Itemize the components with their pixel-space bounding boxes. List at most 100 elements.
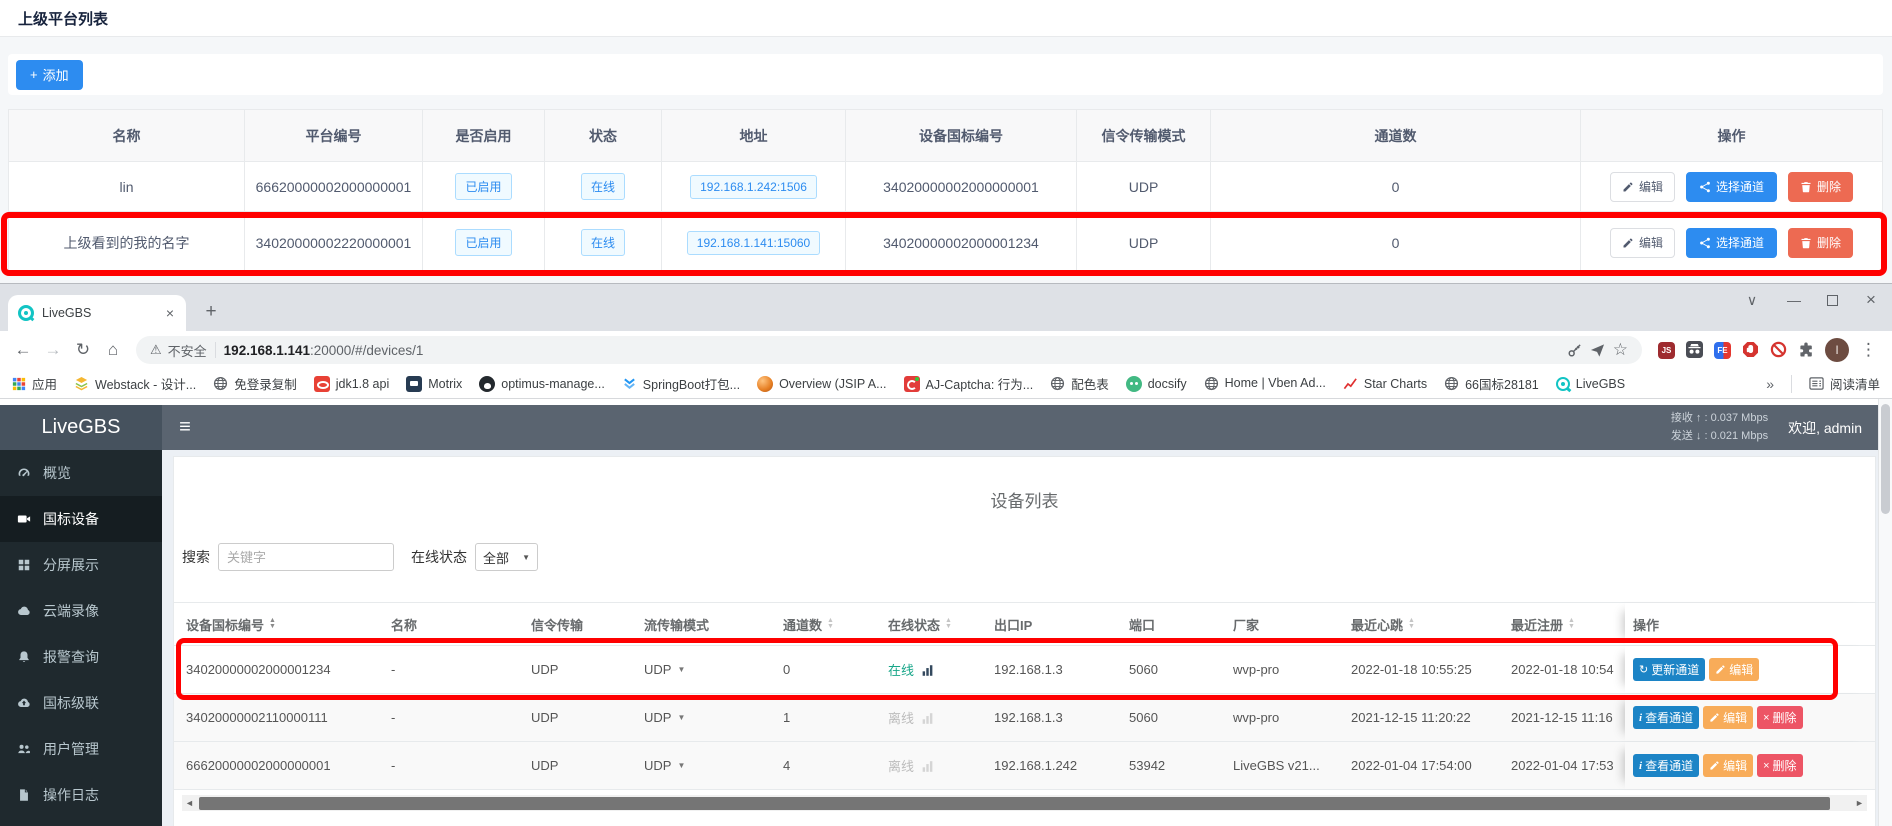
gauge-icon: [17, 466, 31, 480]
bookmark-webstack[interactable]: Webstack - 设计...: [74, 374, 196, 393]
bandwidth-chart-icon[interactable]: [921, 710, 934, 725]
extension-js-icon[interactable]: JS: [1658, 341, 1675, 359]
row-operations: 编辑 选择通道 删除: [1609, 227, 1854, 258]
edit-button[interactable]: 编辑: [1709, 658, 1760, 681]
address-bar[interactable]: ⚠ 不安全 192.168.1.141:20000/#/devices/1 ☆: [136, 336, 1642, 364]
delete-button[interactable]: 删除: [1788, 171, 1854, 202]
column-header-online-status[interactable]: 在线状态 ▲ ▼: [888, 617, 952, 633]
bookmark-color-table[interactable]: 配色表: [1050, 374, 1109, 393]
extension-adblock-hand-icon[interactable]: [1742, 341, 1759, 359]
password-key-icon[interactable]: [1567, 343, 1582, 358]
bookmark-motrix[interactable]: Motrix: [406, 375, 462, 392]
select-channel-button[interactable]: 选择通道: [1685, 227, 1777, 258]
update-channels-button[interactable]: ↻ 更新通道: [1633, 658, 1706, 681]
scrollbar-thumb[interactable]: [199, 796, 1830, 810]
reading-list-button[interactable]: 阅读清单: [1809, 374, 1880, 393]
profile-avatar[interactable]: I: [1825, 338, 1849, 362]
reload-button[interactable]: ↻: [75, 340, 91, 359]
device-list-card: 设备列表 搜索 在线状态 全部 ▼ 设备国标编号: [173, 456, 1876, 826]
bookmark-docsify[interactable]: docsify: [1125, 375, 1187, 392]
scrollbar-thumb[interactable]: [1881, 404, 1890, 514]
bookmark-overview-jsip[interactable]: Overview (JSIP A...: [757, 375, 887, 392]
cell-channels: 4: [783, 758, 791, 773]
online-status-select[interactable]: 全部 ▼: [475, 543, 538, 571]
device-table-header: 设备国标编号 ▲ ▼ 名称 信令传输 流传输模式 通道数 ▲ ▼ 在线状态 ▲ ▼ 出口IP…: [174, 602, 1875, 646]
browser-vertical-scrollbar[interactable]: [1878, 399, 1892, 826]
forward-button[interactable]: →: [44, 340, 62, 359]
pencil-icon: [1715, 664, 1726, 675]
sidebar-item-operation-log[interactable]: 操作日志: [0, 772, 162, 818]
cell-gb-id: 34020000002110000111: [186, 710, 328, 725]
sidebar-item-cloud-record[interactable]: 云端录像: [0, 588, 162, 634]
bookmark-jdk-api[interactable]: jdk1.8 api: [313, 375, 389, 392]
edit-button[interactable]: 编辑: [1609, 171, 1675, 202]
tab-close-button[interactable]: ×: [165, 305, 175, 321]
sidebar-item-alarm-query[interactable]: 报警查询: [0, 634, 162, 680]
delete-button[interactable]: × 删除: [1757, 754, 1803, 777]
up-arrow-icon: ↑: [1695, 412, 1702, 425]
refresh-icon: ↻: [1639, 664, 1649, 676]
cell-vendor: wvp-pro: [1233, 662, 1280, 677]
sidebar-toggle-icon[interactable]: ≡: [179, 416, 191, 438]
cell-stream-mode[interactable]: UDP ▼: [644, 710, 686, 725]
welcome-user[interactable]: 欢迎, admin: [1788, 419, 1862, 436]
sidebar-item-gb-cascade[interactable]: 国标级联: [0, 680, 162, 726]
column-header-device-gb-id[interactable]: 设备国标编号 ▲ ▼: [186, 617, 276, 633]
search-input[interactable]: [218, 543, 394, 571]
column-header-channels[interactable]: 通道数 ▲ ▼: [783, 617, 834, 633]
sidebar-item-split-screen[interactable]: 分屏展示: [0, 542, 162, 588]
browser-tab-livegbs[interactable]: LiveGBS ×: [8, 295, 186, 331]
add-button[interactable]: + 添加: [16, 59, 83, 90]
extension-blocker-icon[interactable]: [1770, 341, 1787, 359]
bandwidth-chart-icon[interactable]: [921, 758, 934, 773]
app-sidebar: 概览 国标设备 分屏展示 云端录像 报警查询 国标级联 用户管理 操作日志 基础…: [0, 450, 162, 826]
bookmark-livegbs[interactable]: LiveGBS: [1555, 376, 1625, 391]
bookmark-star-icon[interactable]: ☆: [1612, 340, 1628, 359]
view-channels-button[interactable]: i 查看通道: [1633, 706, 1700, 729]
bookmark-copy[interactable]: 免登录复制: [213, 374, 297, 393]
maximize-button[interactable]: [1827, 294, 1838, 306]
bandwidth-chart-icon[interactable]: [921, 662, 934, 677]
sidebar-item-gb-devices[interactable]: 国标设备: [0, 496, 162, 542]
scroll-left-icon[interactable]: ◄: [185, 798, 194, 808]
new-tab-button[interactable]: +: [205, 301, 217, 322]
edit-button[interactable]: 编辑: [1703, 754, 1754, 777]
cell-stream-mode[interactable]: UDP ▼: [644, 662, 686, 677]
table-horizontal-scrollbar[interactable]: ◄ ►: [182, 795, 1867, 811]
column-header-heartbeat[interactable]: 最近心跳 ▲ ▼: [1351, 617, 1415, 633]
bookmark-apps[interactable]: 应用: [12, 374, 57, 393]
url-text: 192.168.1.141:20000/#/devices/1: [223, 342, 424, 358]
bookmark-aj-captcha[interactable]: AJ-Captcha: 行为...: [903, 374, 1033, 393]
close-icon: ×: [1763, 711, 1770, 724]
edit-button[interactable]: 编辑: [1609, 227, 1675, 258]
back-button[interactable]: ←: [14, 340, 32, 359]
minimize-button[interactable]: —: [1787, 292, 1801, 308]
sidebar-item-basic-config[interactable]: 基础配置: [0, 818, 162, 826]
browser-menu-icon[interactable]: ⋮: [1860, 340, 1877, 359]
sidebar-item-user-management[interactable]: 用户管理: [0, 726, 162, 772]
sidebar-item-overview[interactable]: 概览: [0, 450, 162, 496]
info-icon: i: [1639, 759, 1643, 772]
bookmark-vben[interactable]: Home | Vben Ad...: [1204, 376, 1326, 391]
tab-search-button[interactable]: ∨: [1746, 291, 1758, 308]
column-header-register[interactable]: 最近注册 ▲ ▼: [1511, 617, 1575, 633]
cell-stream-mode[interactable]: UDP ▼: [644, 758, 686, 773]
bookmark-optimus[interactable]: optimus-manage...: [479, 375, 605, 392]
extensions-puzzle-icon[interactable]: [1798, 341, 1814, 359]
home-button[interactable]: ⌂: [107, 340, 119, 359]
bookmark-springboot[interactable]: SpringBoot打包...: [622, 374, 740, 393]
select-channel-button[interactable]: 选择通道: [1685, 171, 1777, 202]
app-logo[interactable]: LiveGBS: [0, 405, 162, 450]
send-to-device-icon[interactable]: [1590, 343, 1605, 358]
edit-button[interactable]: 编辑: [1703, 706, 1754, 729]
extension-fe-icon[interactable]: FE: [1714, 341, 1731, 359]
view-channels-button[interactable]: i 查看通道: [1633, 754, 1700, 777]
delete-button[interactable]: × 删除: [1757, 706, 1803, 729]
scroll-right-icon[interactable]: ►: [1855, 798, 1864, 808]
delete-button[interactable]: 删除: [1788, 227, 1854, 258]
extension-incognito-icon[interactable]: [1686, 341, 1703, 359]
bookmark-star-charts[interactable]: Star Charts: [1343, 376, 1427, 391]
close-window-button[interactable]: ×: [1866, 290, 1876, 309]
bookmark-gb28181[interactable]: 66国标28181: [1444, 374, 1539, 393]
bookmarks-overflow-chevron[interactable]: »: [1766, 375, 1774, 392]
